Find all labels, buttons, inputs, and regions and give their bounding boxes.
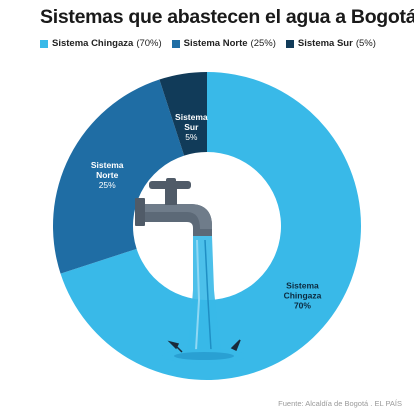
slice-label-name: Sistema <box>91 160 124 170</box>
legend: Sistema Chingaza (70%) Sistema Norte (25… <box>40 38 386 49</box>
faucet-icon <box>135 178 246 363</box>
legend-label-norte: Sistema Norte <box>183 38 248 49</box>
legend-swatch-chingaza <box>40 39 48 48</box>
legend-item-norte: Sistema Norte (25%) <box>171 38 276 49</box>
donut-slices <box>52 72 362 381</box>
legend-swatch-norte <box>171 39 180 48</box>
slice-label-name: Sur <box>184 122 199 132</box>
slice-label-value: 70% <box>294 300 311 310</box>
slice-label-value: 25% <box>99 180 116 190</box>
legend-label-sur: Sistema Sur <box>297 38 353 49</box>
legend-item-chingaza: Sistema Chingaza (70%) <box>40 38 162 49</box>
legend-label-chingaza: Sistema Chingaza <box>52 38 134 49</box>
chart-title: Sistemas que abastecen el agua a Bogotá <box>40 6 414 28</box>
legend-swatch-sur <box>285 39 294 48</box>
legend-pct-chingaza: (70%) <box>136 38 162 49</box>
slice-label-name: Norte <box>96 170 118 180</box>
slice-label-value: 5% <box>185 132 198 142</box>
slice-labels: SistemaChingaza70%SistemaNorte25%Sistema… <box>91 112 322 310</box>
legend-pct-norte: (25%) <box>250 38 276 49</box>
slice-label-name: Sistema <box>286 280 319 290</box>
slice-label-name: Chingaza <box>284 290 322 300</box>
source-note: Fuente: Alcaldía de Bogotá . EL PAÍS <box>278 399 402 408</box>
legend-item-sur: Sistema Sur (5%) <box>285 38 376 49</box>
legend-pct-sur: (5%) <box>355 38 376 49</box>
slice-sistema-norte <box>52 79 185 274</box>
slice-label-name: Sistema <box>175 112 208 122</box>
slice-sistema-chingaza <box>60 72 362 381</box>
slice-sistema-sur <box>159 72 207 156</box>
